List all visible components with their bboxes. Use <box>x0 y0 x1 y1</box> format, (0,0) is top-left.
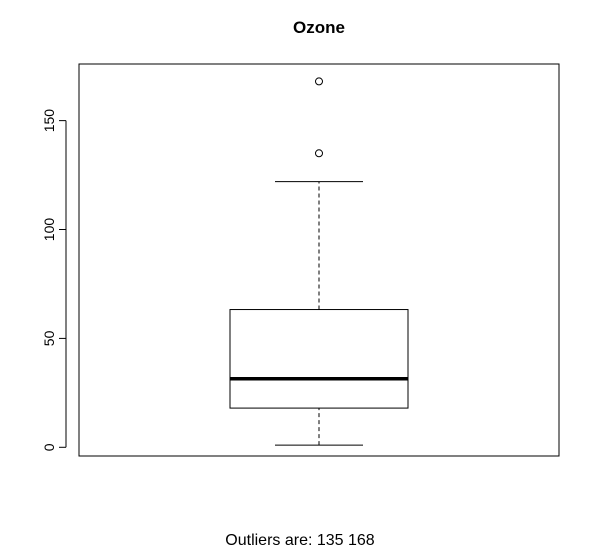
interquartile-box <box>229 309 409 409</box>
outliers-caption: Outliers are: 135 168 <box>225 532 375 549</box>
y-tick-label: 0 <box>41 443 57 451</box>
chart-title: Ozone <box>293 18 345 37</box>
plot-frame <box>78 63 560 457</box>
y-tick-label: 50 <box>41 330 57 346</box>
outlier-point <box>315 149 323 158</box>
y-tick-label: 100 <box>41 218 57 242</box>
y-tick-label: 150 <box>41 109 57 133</box>
y-axis: 0 50 100 150 <box>41 109 67 451</box>
outlier-point <box>315 77 323 86</box>
box-marks <box>229 77 409 446</box>
